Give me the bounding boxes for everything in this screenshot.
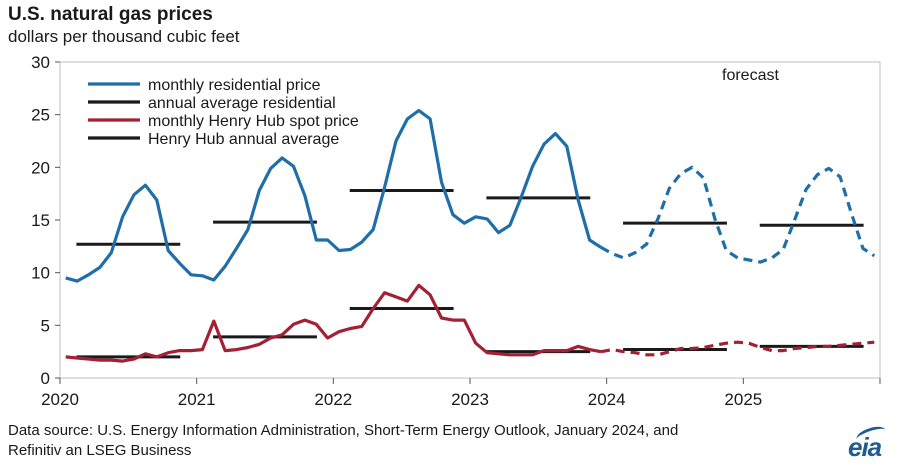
y-tick-label: 5 [41,316,50,335]
x-tick-label: 2022 [314,390,352,409]
y-tick-label: 10 [31,264,50,283]
x-tick-label: 2020 [41,390,79,409]
x-tick-label: 2024 [588,390,626,409]
x-tick-label: 2025 [724,390,762,409]
chart-title: U.S. natural gas prices [8,4,213,25]
legend-label: annual average residential [148,95,336,112]
henry-hub-price-line-history [65,283,602,363]
y-tick-label: 15 [31,211,50,230]
y-tick-label: 20 [31,158,50,177]
residential-price-line-forecast [600,165,876,264]
y-tick-label: 0 [41,369,50,388]
eia-logo: eia [848,432,882,462]
x-tick-label: 2021 [178,390,216,409]
data-source-note: Data source: U.S. Energy Information Adm… [8,421,828,461]
chart-subtitle: dollars per thousand cubic feet [8,27,240,46]
legend-label: Henry Hub annual average [148,131,339,148]
data-source-line-1: Data source: U.S. Energy Information Adm… [8,422,679,439]
legend-label: monthly residential price [148,77,321,94]
y-tick-label: 30 [31,53,50,72]
forecast-annotation: forecast [722,67,779,84]
legend-label: monthly Henry Hub spot price [148,113,359,130]
residential-price-line-history [65,108,602,283]
x-tick-label: 2023 [451,390,489,409]
data-source-line-2: Refinitiv an LSEG Business [8,442,192,459]
y-tick-label: 25 [31,106,50,125]
henry-hub-price-line-forecast [600,340,875,357]
